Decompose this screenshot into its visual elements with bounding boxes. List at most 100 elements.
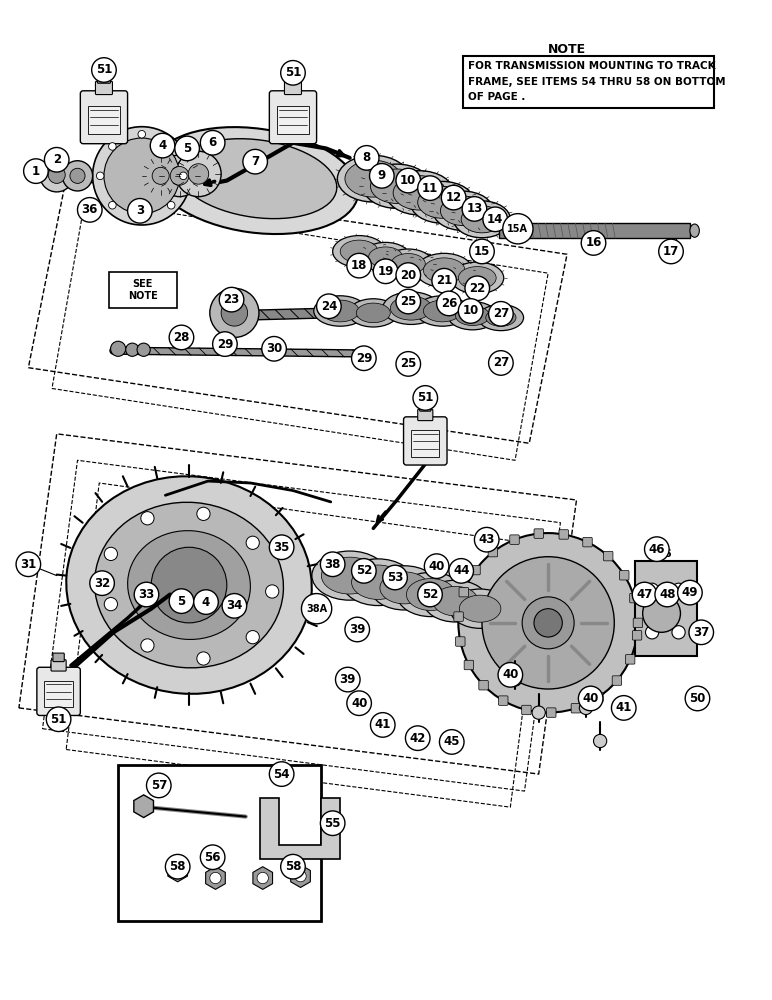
Circle shape <box>222 594 247 618</box>
Circle shape <box>581 231 606 255</box>
FancyBboxPatch shape <box>411 430 439 457</box>
Circle shape <box>151 547 227 623</box>
Circle shape <box>269 535 294 560</box>
Text: 7: 7 <box>251 155 259 168</box>
Circle shape <box>46 707 71 732</box>
FancyBboxPatch shape <box>37 667 80 715</box>
FancyBboxPatch shape <box>464 660 473 670</box>
Text: 40: 40 <box>583 692 599 705</box>
FancyBboxPatch shape <box>420 403 431 411</box>
Ellipse shape <box>423 258 465 283</box>
FancyBboxPatch shape <box>635 561 696 656</box>
Text: 52: 52 <box>422 588 438 601</box>
Text: 27: 27 <box>493 307 509 320</box>
FancyBboxPatch shape <box>604 551 613 561</box>
Ellipse shape <box>459 533 638 713</box>
Text: 29: 29 <box>356 352 372 365</box>
Text: 4: 4 <box>202 596 210 609</box>
Circle shape <box>219 287 244 312</box>
Text: 39: 39 <box>340 673 356 686</box>
Text: NOTE: NOTE <box>548 43 586 56</box>
Circle shape <box>489 351 513 375</box>
Ellipse shape <box>482 557 615 689</box>
Ellipse shape <box>351 565 405 599</box>
Text: 46: 46 <box>659 549 672 559</box>
Ellipse shape <box>342 559 414 606</box>
Text: 56: 56 <box>205 851 221 864</box>
FancyBboxPatch shape <box>96 81 113 95</box>
FancyBboxPatch shape <box>488 547 498 557</box>
Text: 42: 42 <box>409 732 426 745</box>
Text: 37: 37 <box>693 626 709 639</box>
Circle shape <box>141 512 154 525</box>
Circle shape <box>90 571 114 595</box>
FancyBboxPatch shape <box>633 618 642 628</box>
Text: 54: 54 <box>273 768 290 781</box>
Ellipse shape <box>410 181 475 223</box>
Text: 16: 16 <box>585 236 601 249</box>
Circle shape <box>138 130 146 138</box>
FancyBboxPatch shape <box>547 708 556 717</box>
Text: SEE
NOTE: SEE NOTE <box>128 279 157 301</box>
Text: 38: 38 <box>324 558 341 571</box>
Ellipse shape <box>461 206 503 233</box>
Circle shape <box>578 686 603 711</box>
Circle shape <box>354 146 379 170</box>
Ellipse shape <box>642 595 680 632</box>
Circle shape <box>266 585 279 598</box>
Circle shape <box>137 343 151 356</box>
Ellipse shape <box>690 224 699 237</box>
Circle shape <box>475 527 499 552</box>
Circle shape <box>317 294 341 319</box>
FancyBboxPatch shape <box>594 693 603 702</box>
Ellipse shape <box>397 572 465 617</box>
Circle shape <box>396 289 421 314</box>
Text: 52: 52 <box>356 564 372 577</box>
Text: 32: 32 <box>94 577 110 590</box>
Text: 10: 10 <box>462 304 479 317</box>
Circle shape <box>159 155 201 197</box>
Text: 18: 18 <box>351 259 367 272</box>
FancyBboxPatch shape <box>418 409 433 421</box>
FancyBboxPatch shape <box>284 81 302 95</box>
FancyBboxPatch shape <box>510 535 520 544</box>
Ellipse shape <box>423 300 461 322</box>
Polygon shape <box>260 798 340 859</box>
FancyBboxPatch shape <box>97 74 110 83</box>
Text: 25: 25 <box>400 357 416 370</box>
FancyBboxPatch shape <box>479 681 488 690</box>
Circle shape <box>48 166 65 183</box>
Text: OF PAGE .: OF PAGE . <box>468 92 525 102</box>
Ellipse shape <box>95 502 283 668</box>
Circle shape <box>655 582 679 607</box>
Text: 1: 1 <box>32 165 40 178</box>
FancyBboxPatch shape <box>277 106 309 134</box>
Circle shape <box>147 773 171 798</box>
Circle shape <box>188 164 208 184</box>
Circle shape <box>405 726 430 750</box>
FancyBboxPatch shape <box>632 631 642 640</box>
Text: 41: 41 <box>374 718 391 731</box>
Ellipse shape <box>454 201 510 238</box>
Circle shape <box>172 865 183 876</box>
Text: 31: 31 <box>20 558 36 571</box>
Circle shape <box>594 734 607 748</box>
Circle shape <box>165 854 190 879</box>
Circle shape <box>383 565 408 590</box>
Text: 47: 47 <box>636 588 653 601</box>
Circle shape <box>170 166 189 185</box>
Circle shape <box>320 811 345 836</box>
Ellipse shape <box>384 249 433 278</box>
Ellipse shape <box>178 139 337 219</box>
Ellipse shape <box>363 164 431 208</box>
Circle shape <box>104 138 180 214</box>
Text: 2: 2 <box>52 153 61 166</box>
FancyBboxPatch shape <box>625 655 635 664</box>
FancyBboxPatch shape <box>80 91 127 144</box>
Text: 51: 51 <box>96 63 112 76</box>
Ellipse shape <box>345 160 401 197</box>
Text: 34: 34 <box>226 599 242 612</box>
Ellipse shape <box>455 306 489 325</box>
Circle shape <box>257 872 269 884</box>
Text: 48: 48 <box>659 588 676 601</box>
